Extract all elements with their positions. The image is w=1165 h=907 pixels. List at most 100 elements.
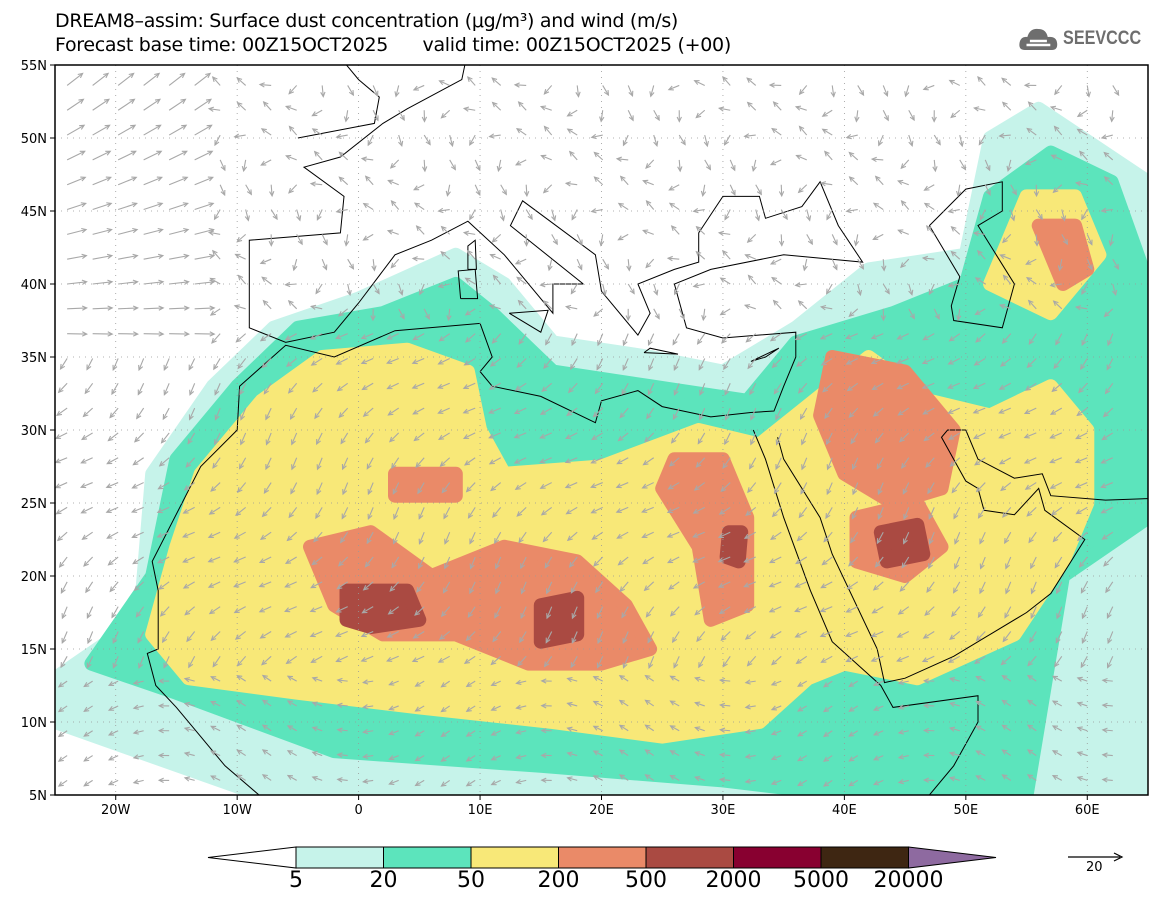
wind-arrow	[824, 407, 833, 420]
wind-arrow	[163, 383, 170, 396]
wind-arrow	[311, 701, 323, 707]
wind-arrow	[81, 531, 93, 540]
coastline	[928, 181, 1015, 329]
colorbar	[207, 846, 997, 869]
wind-arrow	[768, 581, 782, 588]
wind-arrow	[950, 250, 961, 260]
wind-arrow	[362, 581, 374, 591]
wind-arrow	[423, 134, 431, 146]
wind-arrow	[437, 357, 450, 365]
wind-arrow	[107, 705, 119, 711]
wind-arrow	[743, 606, 756, 614]
wind-arrow	[362, 753, 374, 760]
wind-arrow	[897, 704, 909, 710]
wind-arrow	[372, 110, 379, 122]
wind-arrow	[719, 752, 731, 758]
wind-arrow	[466, 249, 476, 260]
wind-arrow	[821, 128, 833, 136]
wind-arrow	[312, 382, 323, 393]
wind-arrow	[111, 606, 119, 619]
wind-arrow	[240, 407, 247, 421]
wind-arrow	[571, 631, 578, 645]
wind-arrow	[315, 283, 323, 295]
wind-arrow	[695, 109, 706, 119]
wind-arrow	[464, 333, 476, 343]
wind-arrow	[719, 308, 731, 316]
wind-arrow	[972, 230, 986, 237]
wind-arrow	[933, 134, 941, 146]
wind-arrow	[1103, 556, 1114, 567]
map-title: DREAM8–assim: Surface dust concentration…	[55, 10, 679, 32]
wind-arrow	[1105, 581, 1114, 594]
wind-arrow	[143, 176, 163, 186]
wind-arrow	[953, 581, 961, 594]
wind-arrow	[143, 305, 165, 311]
wind-arrow	[92, 305, 114, 311]
wind-arrow	[210, 700, 221, 707]
wind-arrow	[194, 124, 213, 136]
colorbar-label: 200	[537, 868, 580, 893]
wind-arrow	[233, 133, 246, 139]
wind-arrow	[469, 581, 476, 595]
wind-arrow	[236, 674, 246, 682]
wind-arrow	[516, 276, 527, 285]
wind-arrow	[541, 382, 553, 393]
wind-arrow	[92, 176, 112, 186]
wind-arrow	[673, 656, 680, 669]
wind-arrow	[341, 507, 349, 520]
wind-arrow	[796, 531, 808, 542]
wind-arrow	[928, 507, 935, 520]
wind-arrow	[388, 432, 400, 443]
wind-arrow	[291, 432, 298, 446]
wind-arrow	[261, 749, 272, 757]
wind-arrow	[412, 333, 425, 341]
wind-arrow	[1104, 382, 1114, 395]
wind-arrow	[747, 358, 757, 370]
wind-arrow	[1052, 300, 1063, 310]
wind-arrow	[518, 531, 527, 544]
wind-arrow	[975, 333, 986, 343]
wind-arrow	[948, 701, 960, 707]
wind-arrow	[244, 209, 250, 222]
wind-arrow	[58, 556, 68, 568]
wind-arrow	[338, 176, 349, 186]
wind-arrow	[1026, 774, 1037, 781]
wind-arrow	[439, 457, 451, 467]
wind-arrow	[143, 72, 161, 86]
wind-arrow	[646, 407, 655, 420]
wind-arrow	[668, 581, 680, 590]
wind-arrow	[746, 655, 757, 667]
wind-arrow	[437, 382, 450, 389]
wind-arrow	[797, 184, 808, 194]
wind-arrow	[798, 507, 808, 519]
wind-arrow	[268, 234, 274, 247]
wind-arrow	[951, 606, 961, 618]
wind-arrow	[1005, 556, 1012, 570]
wind-arrow	[644, 749, 655, 757]
wind-arrow	[393, 507, 400, 521]
wind-arrow	[194, 202, 215, 211]
wind-arrow	[1103, 308, 1114, 318]
wind-arrow	[412, 84, 425, 91]
wind-arrow	[440, 109, 451, 119]
wind-arrow	[491, 101, 502, 111]
wind-arrow	[258, 556, 272, 564]
wind-arrow	[1051, 382, 1063, 393]
wind-arrow	[105, 506, 119, 514]
wind-arrow	[92, 124, 111, 136]
wind-arrow	[1111, 283, 1118, 297]
wind-arrow	[335, 606, 348, 613]
wind-arrow	[495, 581, 502, 595]
wind-arrow	[595, 581, 604, 594]
wind-arrow	[546, 606, 553, 620]
wind-arrow	[826, 482, 833, 496]
wind-arrow	[768, 606, 782, 613]
wind-arrow	[336, 752, 348, 758]
wind-arrow	[413, 202, 425, 210]
wind-arrow	[976, 249, 986, 260]
wind-arrow	[132, 556, 144, 565]
wind-arrow	[514, 382, 527, 391]
wind-arrow	[520, 581, 527, 595]
wind-arrow	[1103, 151, 1114, 161]
lon-tick-label: 0	[354, 803, 362, 818]
